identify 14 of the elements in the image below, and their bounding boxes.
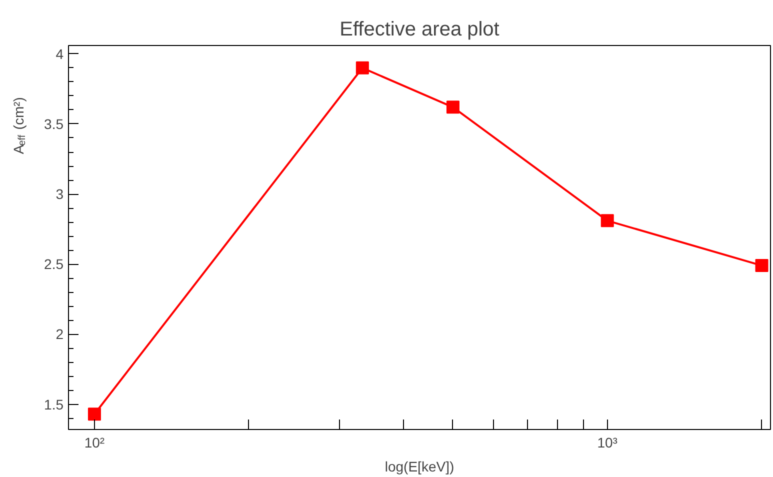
x-axis-title: log(E[keV])	[384, 458, 454, 474]
x-tick-label: 10³	[597, 434, 618, 450]
y-tick-label: 4	[56, 46, 64, 62]
point	[600, 214, 614, 228]
y-tick-label: 2.5	[44, 256, 64, 272]
chart-title: Effective area plot	[340, 18, 500, 40]
point	[446, 100, 460, 114]
point	[755, 259, 768, 272]
y-tick-label: 1.5	[44, 396, 64, 412]
y-axis-title: Aeff (cm²)	[10, 97, 28, 154]
y-tick-label: 2	[56, 326, 64, 342]
x-tick-label: 10²	[84, 434, 105, 450]
y-tick-label: 3	[56, 186, 64, 202]
y-tick-label: 3.5	[44, 116, 64, 132]
